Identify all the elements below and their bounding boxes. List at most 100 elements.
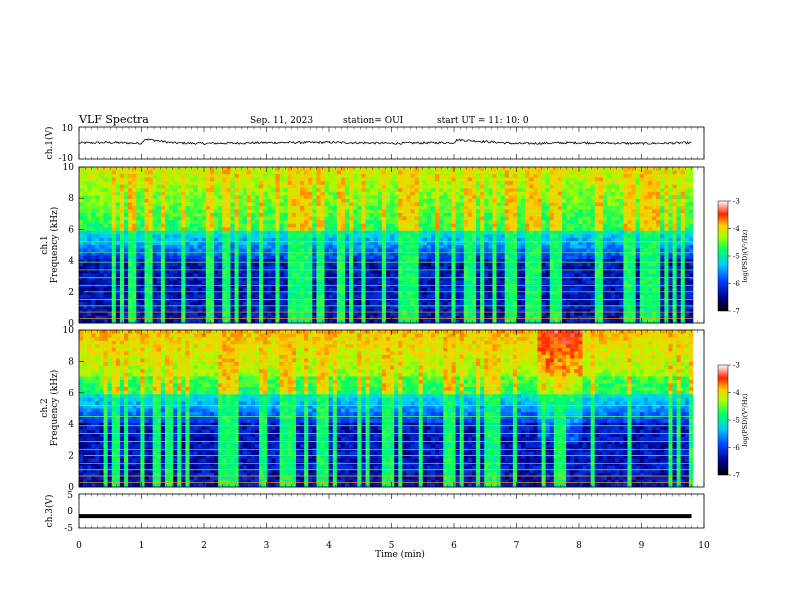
spectrogram-cell — [119, 301, 125, 306]
spectrogram-cell — [316, 234, 321, 239]
spectrogram-cell — [87, 174, 92, 178]
spectrogram-cell — [414, 319, 420, 324]
spectrogram-cell — [500, 237, 505, 242]
spectrogram-cell — [381, 301, 387, 306]
spectrogram-cell — [185, 220, 190, 225]
spectrogram-cell — [533, 269, 538, 274]
spectrogram-cell — [164, 202, 170, 207]
spectrogram-cell — [107, 191, 113, 196]
spectrogram-cell — [255, 223, 260, 228]
spectrogram-cell — [426, 255, 432, 260]
spectrogram-cell — [91, 284, 96, 288]
spectrogram-cell — [99, 245, 104, 249]
spectrogram-cell — [136, 312, 141, 317]
spectrogram-cell — [373, 213, 379, 217]
spectrogram-cell — [128, 184, 133, 189]
spectrogram-cell — [525, 227, 530, 232]
spectrogram-cell — [406, 319, 411, 324]
spectrogram-cell — [267, 241, 272, 246]
spectrogram-cell — [156, 284, 162, 288]
spectrogram-cell — [132, 195, 137, 200]
spectrogram-cell — [250, 276, 256, 281]
spectrogram-cell — [238, 177, 244, 182]
spectrogram-cell — [377, 181, 383, 186]
spectrogram-cell — [291, 255, 297, 260]
spectrogram-cell — [373, 170, 379, 175]
spectrogram-cell — [476, 198, 481, 203]
spectrogram-cell — [504, 213, 510, 217]
spectrogram-cell — [177, 301, 182, 306]
spectrogram-cell — [512, 198, 518, 203]
spectrogram-cell — [418, 312, 424, 317]
spectrogram-cell — [373, 184, 379, 189]
spectrogram-cell — [312, 216, 317, 221]
spectrogram-cell — [267, 227, 272, 232]
spectrogram-cell — [398, 298, 403, 303]
spectrogram-cell — [169, 266, 174, 271]
spectrogram-cell — [119, 259, 125, 264]
spectrogram-cell — [439, 298, 444, 303]
spectrogram-cell — [140, 266, 145, 271]
spectrogram-cell — [312, 259, 317, 264]
spectrogram-cell — [263, 181, 268, 186]
spectrogram-cell — [308, 315, 313, 320]
spectrogram-cell — [246, 312, 252, 317]
spectrogram-cell — [205, 294, 211, 299]
spectrogram-cell — [177, 273, 182, 278]
spectrogram-cell — [439, 216, 444, 221]
spectrogram-cell — [332, 177, 338, 182]
spectrogram-cell — [418, 305, 424, 310]
spectrogram-cell — [140, 262, 145, 267]
spectrogram-cell — [205, 167, 211, 171]
spectrogram-cell — [361, 245, 366, 249]
spectrogram-cell — [484, 312, 489, 317]
spectrogram-cell — [324, 255, 329, 260]
spectrogram-cell — [242, 312, 248, 317]
spectrogram-cell — [316, 259, 321, 264]
spectrogram-cell — [79, 298, 84, 303]
spectrogram-cell — [279, 181, 284, 186]
spectrogram-cell — [177, 181, 182, 186]
spectrogram-cell — [304, 191, 309, 196]
spectrogram-cell — [512, 280, 518, 285]
spectrogram-cell — [246, 195, 252, 200]
spectrogram-cell — [95, 181, 100, 186]
spectrogram-cell — [222, 191, 227, 196]
spectrogram-cell — [451, 188, 456, 193]
spectrogram-cell — [111, 230, 117, 235]
spectrogram-cell — [87, 202, 92, 207]
spectrogram-cell — [418, 315, 424, 320]
spectrogram-cell — [177, 230, 182, 235]
spectrogram-cell — [230, 319, 235, 324]
spectrogram-cell — [79, 167, 84, 171]
spectrogram-cell — [124, 234, 129, 239]
spectrogram-cell — [537, 287, 542, 292]
spectrogram-cell — [91, 230, 96, 235]
spectrogram-cell — [504, 259, 510, 264]
spectrogram-cell — [83, 181, 88, 186]
spectrogram-cell — [177, 308, 182, 313]
spectrogram-cell — [291, 181, 297, 186]
spectrogram-cell — [177, 170, 182, 175]
spectrogram-cell — [373, 230, 379, 235]
spectrogram-cell — [152, 255, 158, 260]
spectrogram-cell — [324, 312, 329, 317]
spectrogram-cell — [377, 319, 383, 324]
spectrogram-cell — [386, 227, 391, 232]
spectrogram-cell — [516, 198, 522, 203]
ch1-ytick-top: 10 — [62, 124, 74, 134]
spectrogram-cell — [431, 266, 436, 271]
spectrogram-cell — [492, 223, 497, 228]
spectrogram-cell — [439, 170, 444, 175]
spectrogram-cell — [189, 188, 194, 193]
spectrogram-cell — [148, 319, 153, 324]
spectrogram-cell — [267, 305, 272, 310]
spectrogram-cell — [435, 245, 440, 249]
spectrogram-cell — [111, 248, 117, 253]
spectrogram-cell — [443, 301, 448, 306]
spectrogram-cell — [471, 312, 477, 317]
spectrogram-cell — [173, 248, 178, 253]
spectrogram-cell — [185, 276, 190, 281]
spectrogram-cell — [328, 291, 334, 295]
spectrogram-cell — [381, 273, 387, 278]
